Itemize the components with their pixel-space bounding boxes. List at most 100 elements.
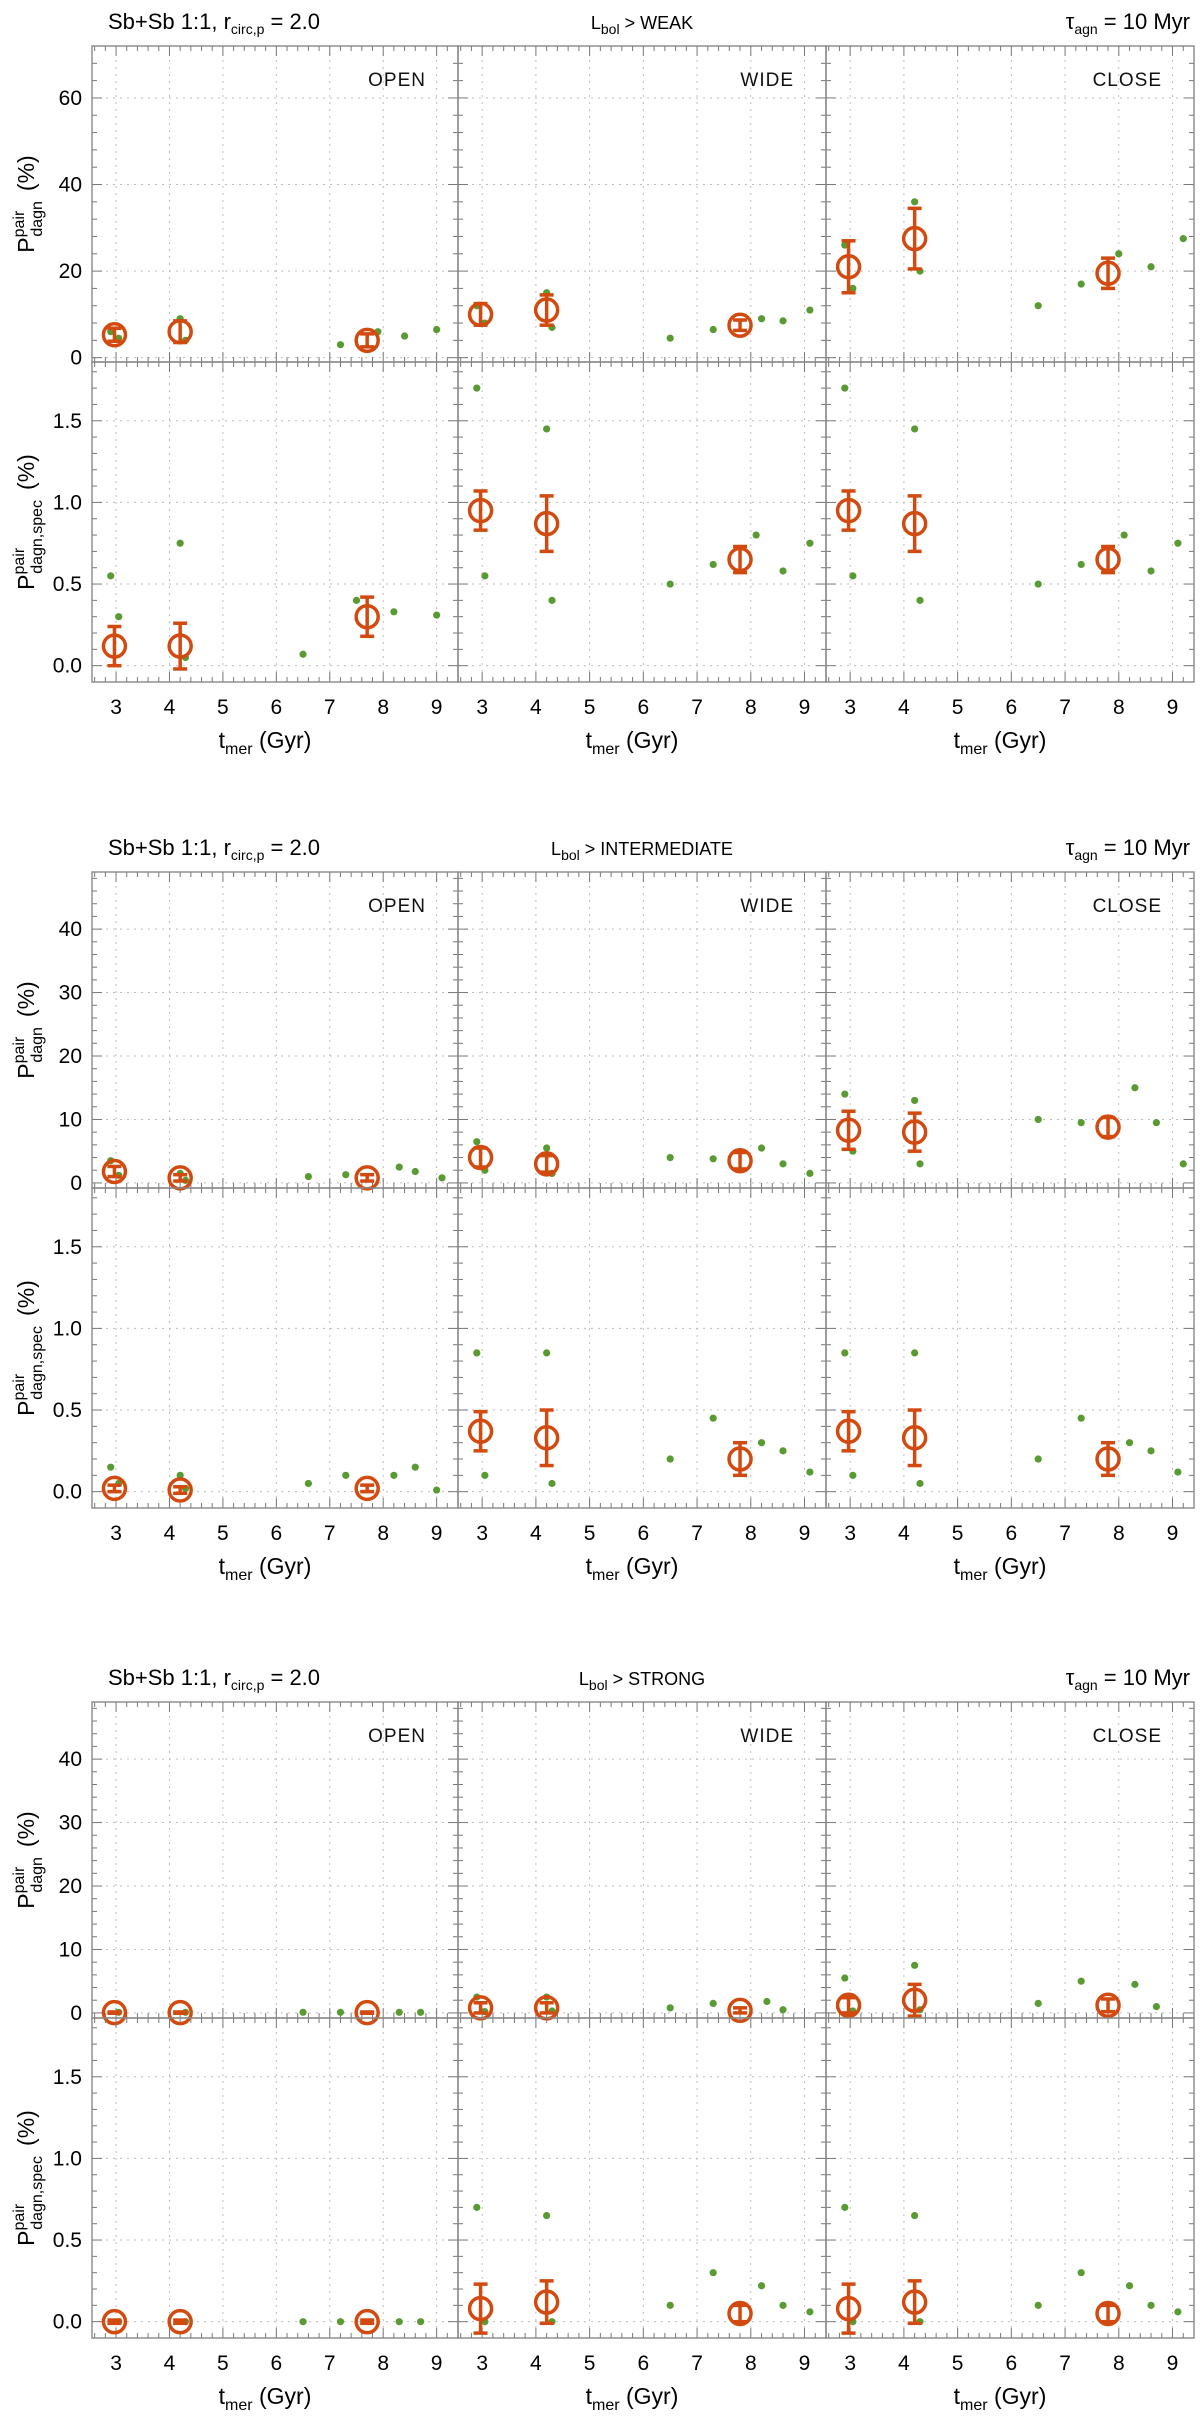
data-point (543, 425, 551, 433)
x-tick-label: 3 (110, 1522, 122, 1545)
x-axis-label: tmer (Gyr) (586, 2383, 679, 2414)
panel-close-row1: 3 4 5 6 7 8 9 tmer (Gyr) (825, 1187, 1195, 1584)
data-point (543, 2211, 551, 2220)
data-point (1179, 235, 1187, 243)
data-point (473, 384, 481, 392)
y-tick-label: 1.5 (53, 1236, 82, 1259)
panel-frame (91, 361, 459, 683)
block-title-right: τagn = 10 Myr (1066, 1665, 1190, 1693)
y-tick-label: 10 (59, 1938, 82, 1961)
block-title-left: Sb+Sb 1:1, rcirc,p = 2.0 (108, 1665, 320, 1693)
y-tick-label: 1.0 (53, 2147, 82, 2170)
mean-marker (354, 327, 380, 354)
mean-marker (835, 1418, 862, 1445)
data-point (911, 425, 919, 433)
x-tick-label: 6 (1005, 1522, 1017, 1545)
block-title-right: τagn = 10 Myr (1066, 9, 1190, 37)
block-1: Sb+Sb 1:1, rcirc,p = 2.0 Lbol > INTERMEDI… (11, 835, 1195, 1584)
data-point (806, 1468, 814, 1476)
mean-marker (835, 2295, 862, 2322)
x-tick-label: 8 (1113, 1522, 1125, 1545)
mean-marker (101, 633, 128, 659)
mean-marker (533, 2289, 560, 2315)
x-tick-label: 9 (431, 2352, 443, 2375)
block-title-center: Lbol > WEAK (591, 13, 693, 37)
y-tick-label: 1.0 (53, 491, 82, 514)
x-tick-label: 8 (377, 2352, 389, 2375)
data-point (709, 2269, 717, 2277)
mean-marker (1095, 1114, 1121, 1140)
mean-marker (354, 603, 380, 630)
data-point (1034, 580, 1042, 588)
x-tick-label: 7 (691, 696, 703, 719)
x-tick-label: 8 (745, 1522, 757, 1545)
data-point (400, 332, 409, 340)
x-tick-label: 6 (1005, 2352, 1017, 2375)
x-tick-label: 3 (844, 2352, 856, 2375)
data-point (911, 198, 919, 206)
y-tick-label: 20 (59, 1875, 82, 1898)
panel-wide-row1: 3 4 5 6 7 8 9 tmer (Gyr) (457, 361, 827, 758)
data-point (757, 1144, 766, 1152)
x-tick-label: 7 (324, 696, 336, 719)
data-point (779, 567, 787, 575)
x-tick-label: 8 (1113, 696, 1125, 719)
data-point (911, 1096, 919, 1105)
x-tick-label: 3 (844, 696, 856, 719)
mean-marker (835, 497, 862, 524)
data-point (107, 1463, 115, 1471)
x-axis-label: tmer (Gyr) (219, 1553, 312, 1584)
data-point (548, 1479, 556, 1488)
x-tick-label: 4 (898, 1522, 910, 1545)
y-tick-label: 0.0 (53, 1481, 82, 1504)
data-point (342, 1471, 350, 1479)
data-point (411, 1167, 419, 1176)
panel-label: CLOSE (1093, 1726, 1162, 1747)
mean-marker (354, 2308, 380, 2335)
data-point (390, 608, 398, 616)
data-point (481, 1471, 489, 1479)
data-point (709, 1414, 717, 1422)
data-point (1034, 1999, 1042, 2008)
x-tick-label: 9 (1167, 2352, 1179, 2375)
mean-marker (467, 1144, 494, 1171)
data-point (1120, 531, 1128, 539)
data-point (336, 2318, 345, 2326)
data-point (841, 2203, 849, 2211)
y-tick-label: 0.5 (53, 2229, 82, 2252)
x-tick-label: 3 (476, 2352, 488, 2375)
y-axis-label: Ppairdagn(%) (11, 981, 46, 1078)
x-tick-label: 7 (691, 2352, 703, 2375)
panel-frame (91, 45, 459, 363)
x-axis-label: tmer (Gyr) (586, 1553, 679, 1584)
data-point (666, 334, 674, 342)
y-axis-label: Ppairdagn,spec(%) (11, 1280, 46, 1416)
panel-open-row0: OPEN (91, 871, 459, 1191)
y-axis-label: Ppairdagn,spec(%) (11, 2110, 46, 2246)
data-point (176, 1471, 184, 1479)
data-point (779, 2006, 787, 2014)
data-point (548, 596, 556, 604)
data-point (1147, 2301, 1155, 2309)
y-tick-label: 0.0 (53, 2311, 82, 2334)
mean-marker (727, 546, 753, 573)
x-tick-label: 8 (745, 696, 757, 719)
y-tick-label: 40 (59, 1748, 82, 1771)
data-point (1179, 1160, 1187, 1168)
data-point (433, 1486, 441, 1494)
mean-marker (835, 1992, 862, 2019)
x-tick-label: 3 (844, 1522, 856, 1545)
data-point (395, 2008, 403, 2016)
x-axis-label: tmer (Gyr) (954, 2383, 1047, 2414)
panel-label: OPEN (368, 70, 426, 91)
data-point (1174, 1468, 1182, 1476)
mean-marker (901, 2289, 928, 2315)
y-tick-label: 60 (59, 87, 82, 110)
data-point (1077, 560, 1085, 569)
block-title-left: Sb+Sb 1:1, rcirc,p = 2.0 (108, 9, 320, 37)
panel-label: WIDE (740, 1726, 794, 1747)
y-tick-label: 0.5 (53, 1399, 82, 1422)
data-point (911, 2211, 919, 2220)
x-tick-label: 6 (270, 696, 282, 719)
mean-marker (727, 312, 753, 338)
